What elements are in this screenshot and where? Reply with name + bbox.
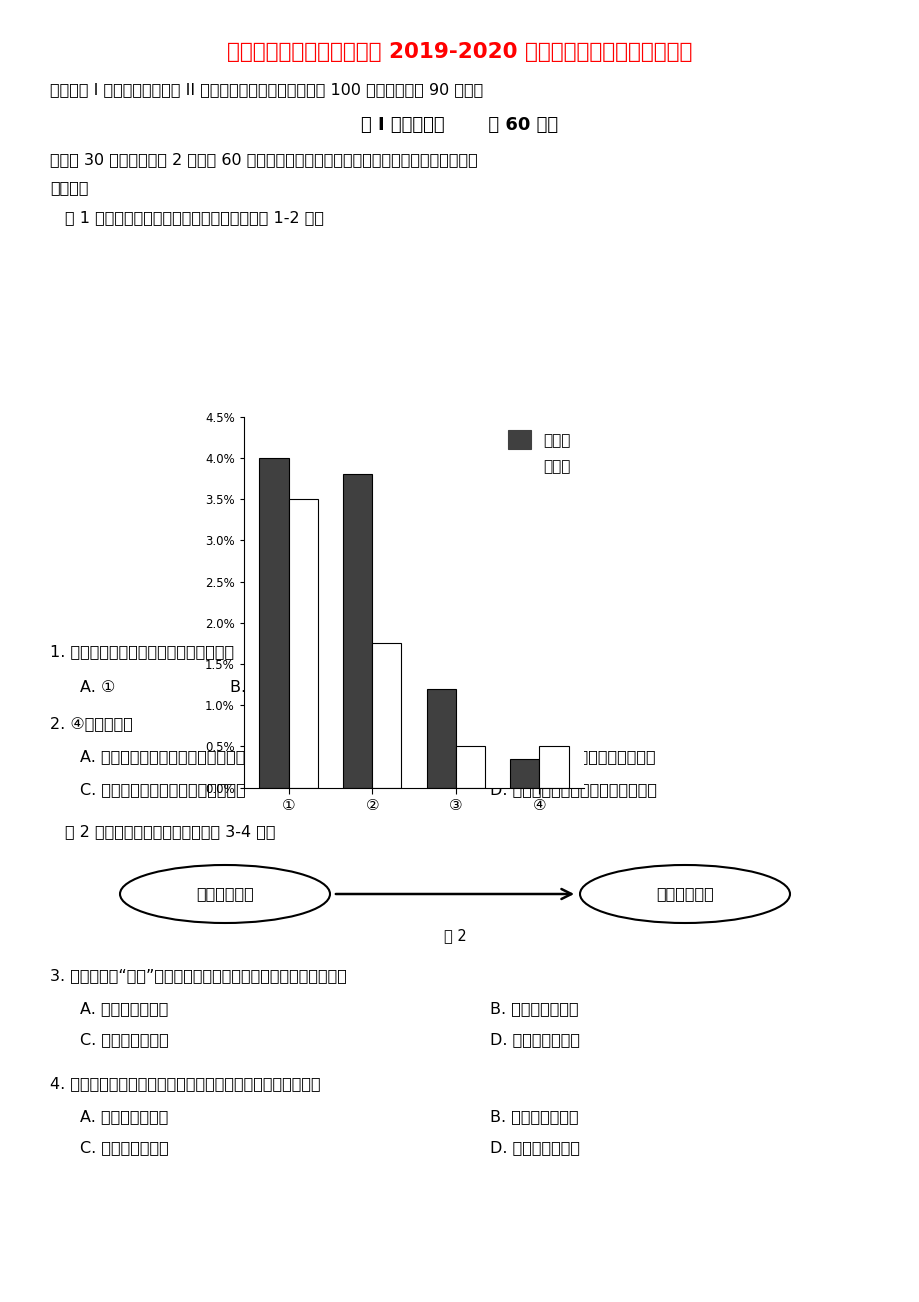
Text: B. ②: B. ② xyxy=(230,680,266,694)
Bar xyxy=(426,689,455,788)
Text: A. ①: A. ① xyxy=(80,680,115,694)
Text: 2. ④类型的国家: 2. ④类型的国家 xyxy=(50,716,132,732)
Text: B. 从亚洲迁往拉美: B. 从亚洲迁往拉美 xyxy=(490,1001,578,1017)
Ellipse shape xyxy=(579,865,789,923)
Legend: 出生率, 死亡率: 出生率, 死亡率 xyxy=(501,424,576,482)
Text: B. 人口文化素质偏低，教育压力过大: B. 人口文化素质偏低，教育压力过大 xyxy=(490,750,655,764)
Bar xyxy=(455,746,484,788)
Text: C. 从新疆流往内地: C. 从新疆流往内地 xyxy=(80,1141,168,1155)
Text: 本卷分第 I 卷（选择题）和第 II 卷（非选择题）两部分，满分 100 分，考试时间 90 分钟。: 本卷分第 I 卷（选择题）和第 II 卷（非选择题）两部分，满分 100 分，考… xyxy=(50,82,482,98)
Text: A. 从湖南流往广东: A. 从湖南流往广东 xyxy=(80,1109,168,1125)
Text: 图 1: 图 1 xyxy=(443,615,466,629)
Text: D. ④: D. ④ xyxy=(535,680,572,694)
Text: A. 城市人口比重过高，与经济不适应: A. 城市人口比重过高，与经济不适应 xyxy=(80,750,245,764)
Ellipse shape xyxy=(119,865,330,923)
Bar xyxy=(539,746,568,788)
Text: 第 I 卷（选择题       共 60 分）: 第 I 卷（选择题 共 60 分） xyxy=(361,116,558,134)
Text: C. 青少年劳动力过剩，就业压力过大: C. 青少年劳动力过剩，就业压力过大 xyxy=(80,783,245,798)
Text: 安徽省黄山市屯溪第一中学 2019-2020 学年高一地理下学期期中试题: 安徽省黄山市屯溪第一中学 2019-2020 学年高一地理下学期期中试题 xyxy=(227,42,692,62)
Text: 图 2 为人口迁移示意图，据此回答 3-4 题。: 图 2 为人口迁移示意图，据此回答 3-4 题。 xyxy=(65,824,275,840)
Bar xyxy=(510,759,539,788)
Text: D. 人口老龄化日趋严重，劳动力短缺: D. 人口老龄化日趋严重，劳动力短缺 xyxy=(490,783,656,798)
Text: 1. 与我国当前人口增长模式相符的类型是: 1. 与我国当前人口增长模式相符的类型是 xyxy=(50,644,233,660)
Text: C. ③: C. ③ xyxy=(384,680,420,694)
Text: 本卷共 30 小题，每小题 2 分，共 60 分。在每题给出的四个选项中，只有一项是最符合题目: 本卷共 30 小题，每小题 2 分，共 60 分。在每题给出的四个选项中，只有一… xyxy=(50,152,477,168)
Text: 4. 若该图表示近年我国民工流动的主要方向，则该图可能表示: 4. 若该图表示近年我国民工流动的主要方向，则该图可能表示 xyxy=(50,1077,321,1091)
Text: 图 2: 图 2 xyxy=(443,928,466,944)
Text: 人口迁入乙地: 人口迁入乙地 xyxy=(655,887,713,901)
FancyArrowPatch shape xyxy=(335,889,571,898)
Text: 3. 若此图表示“二战”后世界人口迁移的主要方向，则该图可能表示: 3. 若此图表示“二战”后世界人口迁移的主要方向，则该图可能表示 xyxy=(50,969,346,983)
Bar xyxy=(372,643,401,788)
Text: B. 从河北流往河南: B. 从河北流往河南 xyxy=(490,1109,578,1125)
Bar xyxy=(343,474,372,788)
Text: C. 从非洲迁往西亚: C. 从非洲迁往西亚 xyxy=(80,1032,168,1048)
Text: 人口迁出甲地: 人口迁出甲地 xyxy=(196,887,254,901)
Text: 图 1 是四类国家的人口增长示意图，读图完成 1-2 题。: 图 1 是四类国家的人口增长示意图，读图完成 1-2 题。 xyxy=(65,211,323,225)
Text: 要求的。: 要求的。 xyxy=(50,181,88,195)
Bar xyxy=(259,458,289,788)
Text: D. 从湖北流往重庆: D. 从湖北流往重庆 xyxy=(490,1141,579,1155)
Text: A. 从北美迁往拉美: A. 从北美迁往拉美 xyxy=(80,1001,168,1017)
Bar xyxy=(289,499,317,788)
Text: D. 从欧洲迁往非洲: D. 从欧洲迁往非洲 xyxy=(490,1032,579,1048)
